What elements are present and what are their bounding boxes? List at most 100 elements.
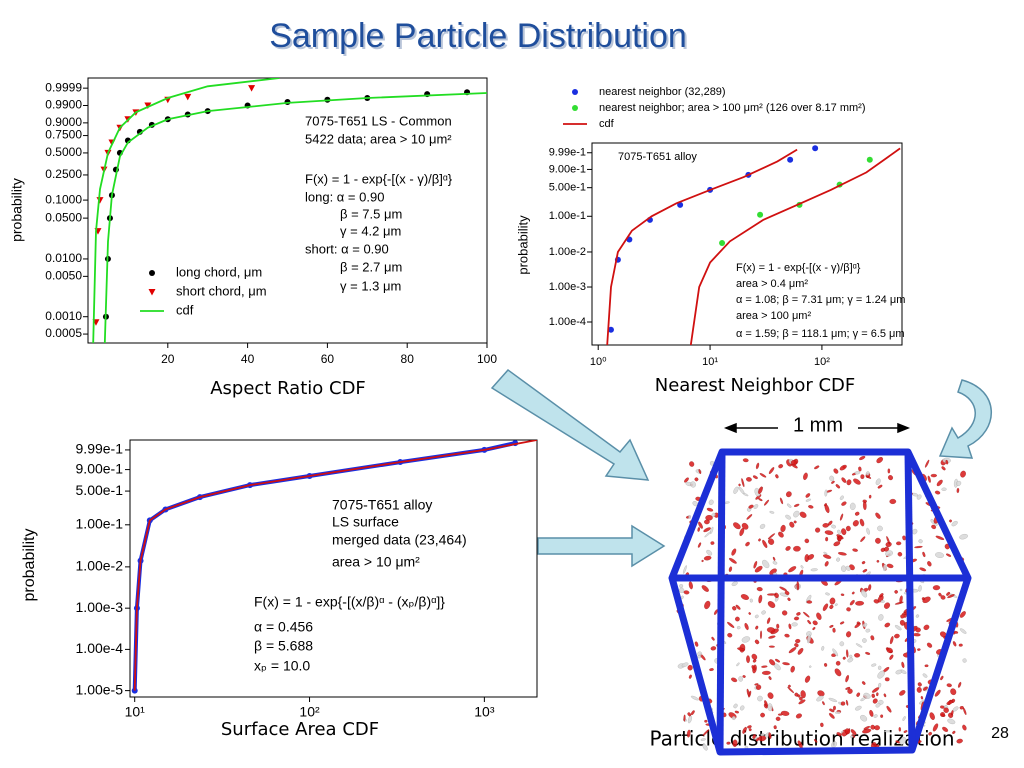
y-tick-label: 1.00e-3	[549, 281, 586, 293]
particle	[940, 595, 946, 600]
particle	[880, 714, 884, 718]
particle	[752, 659, 757, 663]
particle	[727, 621, 735, 628]
particle	[878, 699, 884, 705]
particle	[740, 594, 749, 600]
particle	[845, 674, 849, 683]
particle	[786, 491, 792, 498]
particle	[795, 638, 801, 644]
particle	[742, 726, 747, 734]
particle	[762, 559, 770, 569]
particle	[883, 693, 887, 698]
particle	[794, 643, 799, 648]
particle	[873, 714, 878, 718]
particle	[800, 690, 806, 699]
particle	[784, 633, 790, 638]
particle	[956, 480, 962, 486]
arrow	[537, 524, 666, 568]
annotation: merged data (23,464)	[332, 532, 467, 548]
particle	[780, 497, 784, 505]
particle	[940, 705, 945, 709]
particle	[840, 593, 845, 596]
particle	[745, 541, 750, 547]
particle	[807, 619, 812, 625]
particle	[936, 479, 943, 487]
plot-content	[606, 145, 901, 345]
particle	[816, 612, 822, 620]
particle	[900, 614, 905, 619]
particle	[731, 716, 736, 721]
particle	[764, 499, 769, 506]
particle	[929, 712, 935, 720]
particle	[941, 466, 946, 471]
annotation: xₚ = 10.0	[254, 658, 310, 674]
page-number: 28	[991, 725, 1009, 742]
particle	[755, 684, 762, 690]
particle	[894, 633, 900, 639]
particle	[778, 464, 784, 469]
y-axis-label: probability	[9, 178, 25, 242]
particle	[748, 504, 754, 509]
particle	[829, 624, 834, 628]
particle	[733, 703, 738, 709]
particle	[786, 503, 792, 508]
particle	[799, 511, 807, 518]
data-point	[148, 289, 156, 296]
particle	[885, 550, 893, 557]
particle	[711, 636, 715, 641]
particle	[853, 478, 861, 485]
particle	[859, 455, 866, 461]
particle	[833, 468, 839, 474]
legend-label: nearest neighbor (32,289)	[599, 86, 726, 98]
particle	[959, 705, 964, 710]
particle	[728, 566, 733, 572]
particle	[855, 643, 863, 648]
particle	[761, 670, 771, 675]
particle	[751, 653, 758, 660]
particle	[828, 697, 838, 703]
annotation: long: α = 0.90	[305, 189, 384, 204]
particle	[866, 475, 872, 479]
particle	[922, 551, 926, 558]
particle	[932, 723, 939, 732]
particle	[748, 612, 751, 615]
particle	[947, 594, 955, 599]
particle	[943, 707, 949, 713]
particle	[754, 737, 758, 740]
particle	[767, 703, 773, 712]
particle	[824, 503, 827, 507]
particle	[912, 528, 918, 535]
annotation: γ = 1.3 μm	[340, 278, 401, 293]
particle	[799, 696, 803, 701]
particle	[706, 507, 714, 512]
particle	[812, 627, 816, 631]
particle	[742, 492, 749, 497]
particle	[862, 499, 867, 503]
particle	[795, 713, 802, 719]
particle	[806, 600, 813, 604]
particle	[832, 627, 836, 633]
particle	[868, 584, 872, 591]
particle	[850, 729, 857, 736]
legend-label: cdf	[599, 118, 615, 130]
plot-area	[87, 77, 488, 344]
x-tick-label: 10¹	[125, 704, 146, 720]
particle	[683, 714, 686, 722]
particle	[871, 663, 877, 667]
y-tick-label: 0.9999	[45, 80, 82, 94]
particle	[760, 712, 765, 718]
particle	[917, 648, 921, 651]
particle	[754, 614, 759, 619]
y-tick-label: 0.0500	[45, 210, 82, 224]
particle	[737, 647, 746, 651]
particle	[761, 610, 766, 615]
y-tick-label: 1.00e-1	[549, 210, 586, 222]
particle	[683, 590, 690, 595]
particle	[926, 642, 933, 648]
particle	[753, 504, 759, 509]
particle	[822, 523, 829, 528]
particle	[841, 730, 844, 733]
particle	[788, 684, 791, 688]
particle	[942, 726, 949, 732]
